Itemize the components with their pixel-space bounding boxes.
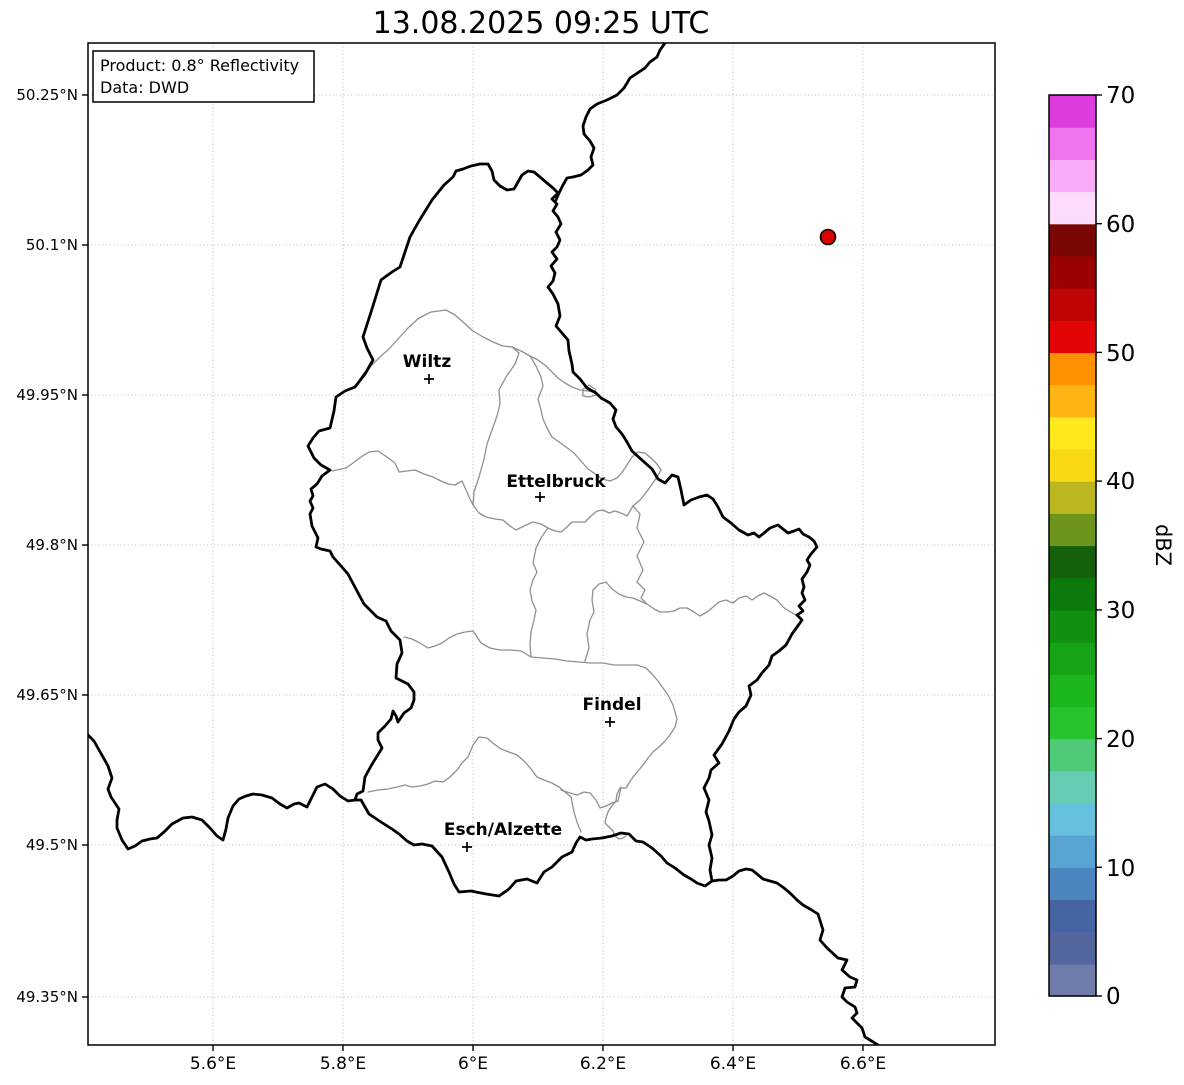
y-tick-label: 49.65°N xyxy=(16,686,78,704)
colorbar-segment xyxy=(1049,416,1096,450)
colorbar-frame xyxy=(1048,94,1097,997)
city-marker-findel xyxy=(605,717,615,727)
colorbar-segment xyxy=(1049,706,1096,740)
colorbar-segment xyxy=(1049,931,1096,965)
city-marker-wiltz xyxy=(424,374,434,384)
colorbar-segment xyxy=(1049,899,1096,933)
colorbar-tick-label: 60 xyxy=(1106,212,1135,238)
y-tick-label: 49.95°N xyxy=(16,386,78,404)
info-box-source: Data: DWD xyxy=(100,78,189,97)
x-tick-label: 5.8°E xyxy=(320,1054,366,1074)
colorbar-segment xyxy=(1049,577,1096,611)
colorbar: 70 60 50 40 30 20 10 0 dBZ xyxy=(1048,83,1175,1010)
colorbar-segments xyxy=(1049,95,1096,997)
colorbar-segment xyxy=(1049,95,1096,128)
colorbar-segment xyxy=(1049,159,1096,193)
border-france-germany xyxy=(710,867,880,1045)
colorbar-tick-label: 40 xyxy=(1106,469,1135,495)
colorbar-tick-label: 70 xyxy=(1106,83,1135,109)
colorbar-tick-label: 20 xyxy=(1106,727,1135,753)
colorbar-segment xyxy=(1049,835,1096,868)
y-tick-label: 49.5°N xyxy=(26,836,78,854)
colorbar-segment xyxy=(1049,642,1096,675)
axis-tickmarks xyxy=(82,94,864,1051)
x-axis-labels: 5.6°E 5.8°E 6°E 6.2°E 6.4°E 6.6°E xyxy=(190,1054,886,1074)
city-marker-esch-alzette xyxy=(462,842,472,852)
colorbar-segment xyxy=(1049,127,1096,160)
colorbar-segment xyxy=(1049,384,1096,418)
colorbar-tick-labels: 70 60 50 40 30 20 10 0 xyxy=(1106,83,1135,1010)
colorbar-segment xyxy=(1049,481,1096,514)
colorbar-tick-label: 0 xyxy=(1106,984,1121,1010)
city-marker-ettelbruck xyxy=(535,492,545,502)
city-label-esch-alzette: Esch/Alzette xyxy=(444,820,562,840)
y-tick-label: 50.1°N xyxy=(26,236,78,254)
figure-title: 13.08.2025 09:25 UTC xyxy=(373,6,710,41)
axes-frame xyxy=(87,42,996,1046)
city-label-ettelbruck: Ettelbruck xyxy=(506,472,606,492)
x-tick-label: 6.6°E xyxy=(840,1054,886,1074)
city-label-findel: Findel xyxy=(582,695,641,715)
city-labels: Wiltz Ettelbruck Findel Esch/Alzette xyxy=(403,352,642,840)
x-tick-label: 6°E xyxy=(458,1054,488,1074)
colorbar-segment xyxy=(1049,191,1096,225)
border-belgium-germany xyxy=(554,43,667,202)
colorbar-tick-label: 50 xyxy=(1106,341,1135,367)
info-box: Product: 0.8° Reflectivity Data: DWD xyxy=(92,50,315,103)
country-borders xyxy=(88,43,880,1045)
y-tick-label: 49.35°N xyxy=(16,988,78,1006)
city-label-wiltz: Wiltz xyxy=(403,352,452,372)
colorbar-tickmarks xyxy=(1096,94,1102,997)
colorbar-segment xyxy=(1049,609,1096,643)
border-luxembourg xyxy=(306,162,819,898)
colorbar-unit-label: dBZ xyxy=(1151,524,1175,566)
colorbar-segment xyxy=(1049,770,1096,804)
colorbar-tick-label: 30 xyxy=(1106,598,1135,624)
radar-site-dot xyxy=(819,228,837,246)
colorbar-segment xyxy=(1049,545,1096,579)
colorbar-segment xyxy=(1049,288,1096,321)
colorbar-segment xyxy=(1049,320,1096,354)
y-tick-label: 49.8°N xyxy=(26,536,78,554)
colorbar-segment xyxy=(1049,223,1096,257)
canton-boundaries xyxy=(331,309,799,840)
info-box-frame xyxy=(92,50,315,103)
x-tick-label: 6.4°E xyxy=(710,1054,756,1074)
x-tick-label: 6.2°E xyxy=(580,1054,626,1074)
y-tick-label: 50.25°N xyxy=(16,86,78,104)
colorbar-segment xyxy=(1049,738,1096,772)
colorbar-tick-label: 10 xyxy=(1106,856,1135,882)
colorbar-segment xyxy=(1049,255,1096,289)
colorbar-segment xyxy=(1049,352,1096,386)
map-axes: Wiltz Ettelbruck Findel Esch/Alzette xyxy=(16,42,996,1074)
colorbar-segment xyxy=(1049,963,1096,997)
colorbar-segment xyxy=(1049,802,1096,836)
info-box-product: Product: 0.8° Reflectivity xyxy=(100,56,299,75)
x-tick-label: 5.6°E xyxy=(190,1054,236,1074)
border-france-belgium xyxy=(88,733,357,851)
colorbar-segment xyxy=(1049,867,1096,901)
city-markers xyxy=(424,374,615,852)
colorbar-segment xyxy=(1049,448,1096,482)
colorbar-segment xyxy=(1049,513,1096,547)
colorbar-segment xyxy=(1049,674,1096,707)
y-axis-labels: 50.25°N 50.1°N 49.95°N 49.8°N 49.65°N 49… xyxy=(16,86,78,1006)
graticule-gridlines xyxy=(88,43,995,1045)
